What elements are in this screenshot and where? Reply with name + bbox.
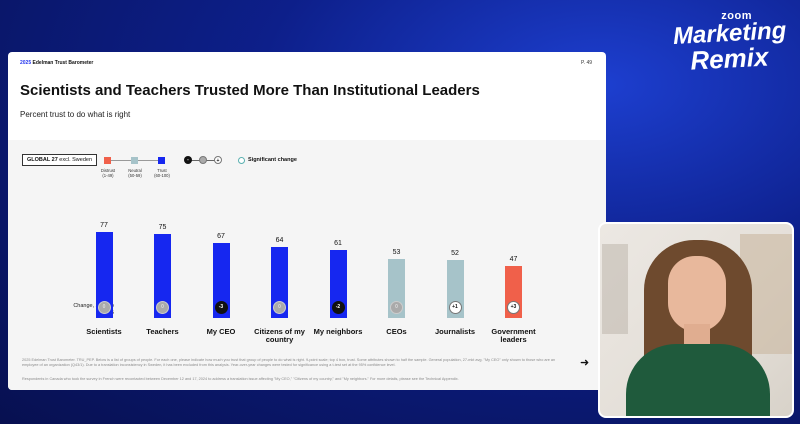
category-label: CEOs <box>386 327 407 336</box>
legend-distrust-range: (1-49) <box>102 173 114 178</box>
legend-trust-range: (60-100) <box>154 173 170 178</box>
color-legend: Distrust (1-49) Neutral (50-59) Trust (6… <box>101 156 194 182</box>
bar-3 <box>271 246 288 318</box>
change-legend: - + <box>184 156 224 166</box>
brand-line-2: Remix <box>689 41 769 76</box>
category-label: Government leaders <box>491 327 536 344</box>
slide-subtitle: Percent trust to do what is right <box>20 110 131 119</box>
category-label: My neighbors <box>313 327 363 336</box>
zoom-logo: zoom <box>721 10 752 22</box>
slide-header-year: 2025 <box>20 60 32 66</box>
speaker-body <box>626 344 770 416</box>
bar-1 <box>154 234 171 318</box>
legend-swatch-trust <box>158 157 165 164</box>
legend-swatch-distrust <box>104 157 111 164</box>
change-marker: +3 <box>507 301 520 314</box>
legend-neutral-range: (50-59) <box>128 173 142 178</box>
change-marker: -3 <box>214 301 228 314</box>
legend-neutral-label: Neutral <box>128 168 142 173</box>
background-frame <box>602 244 628 334</box>
change-marker: 0 <box>273 301 286 314</box>
category-label: Citizens of my country <box>254 327 305 344</box>
footnote-methodology: 2025 Edelman Trust Barometer. TRU_PEP. B… <box>22 358 556 367</box>
region-badge: GLOBAL 27 excl. Sweden <box>22 154 98 166</box>
region-exclusion: excl. Sweden <box>59 157 93 163</box>
next-arrow-icon[interactable]: ➜ <box>580 357 590 369</box>
bar-4 <box>329 249 347 318</box>
category-label: Teachers <box>146 327 179 336</box>
legend-trust-label: Trust <box>157 168 167 173</box>
significant-change-icon <box>238 157 245 164</box>
speaker-face <box>668 256 726 332</box>
bar-value-label: 61 <box>334 239 342 247</box>
category-label: My CEO <box>206 327 236 336</box>
region-label: GLOBAL 27 <box>27 157 58 163</box>
bar-value-label: 64 <box>275 236 284 244</box>
slide-header: 2025 Edelman Trust Barometer <box>20 60 93 66</box>
bar-value-label: 75 <box>158 224 167 232</box>
legend-distrust: Distrust (1-49) <box>96 168 120 178</box>
category-label: Scientists <box>86 327 122 336</box>
change-marker: +1 <box>448 301 462 314</box>
footnote-recontact: Respondents in Canada who took the surve… <box>22 377 459 381</box>
legend-trust: Trust (60-100) <box>150 168 174 178</box>
change-marker: -2 <box>331 301 345 314</box>
bar-2 <box>212 243 230 318</box>
bar-value-label: 47 <box>509 255 518 263</box>
change-legend-positive: + <box>214 156 222 164</box>
bar-value-label: 77 <box>100 222 108 229</box>
change-legend-neutral <box>199 156 207 164</box>
slide-header-name: Edelman Trust Barometer <box>32 60 94 66</box>
legend-swatch-neutral <box>131 157 138 164</box>
bar-value-label: 67 <box>217 233 225 241</box>
bar-value-label: 53 <box>392 248 401 256</box>
change-marker: 0 <box>97 301 111 314</box>
speaker-video <box>598 222 794 418</box>
legend-distrust-label: Distrust <box>100 168 116 173</box>
category-label: Journalists <box>434 327 475 336</box>
bar-0 <box>95 232 113 318</box>
slide-title: Scientists and Teachers Trusted More Tha… <box>20 82 480 99</box>
significant-change-label: Significant change <box>248 157 297 163</box>
bar-value-label: 52 <box>451 249 459 257</box>
legend-neutral: Neutral (50-59) <box>123 168 147 178</box>
change-marker: 0 <box>156 301 169 314</box>
presentation-slide: 2025 Edelman Trust Barometer P. 49 Scien… <box>8 52 606 390</box>
change-marker: 0 <box>390 301 403 314</box>
event-brand: zoom Marketing Remix <box>672 10 787 76</box>
change-legend-negative: - <box>184 156 192 164</box>
slide-page-number: P. 49 <box>580 60 592 66</box>
